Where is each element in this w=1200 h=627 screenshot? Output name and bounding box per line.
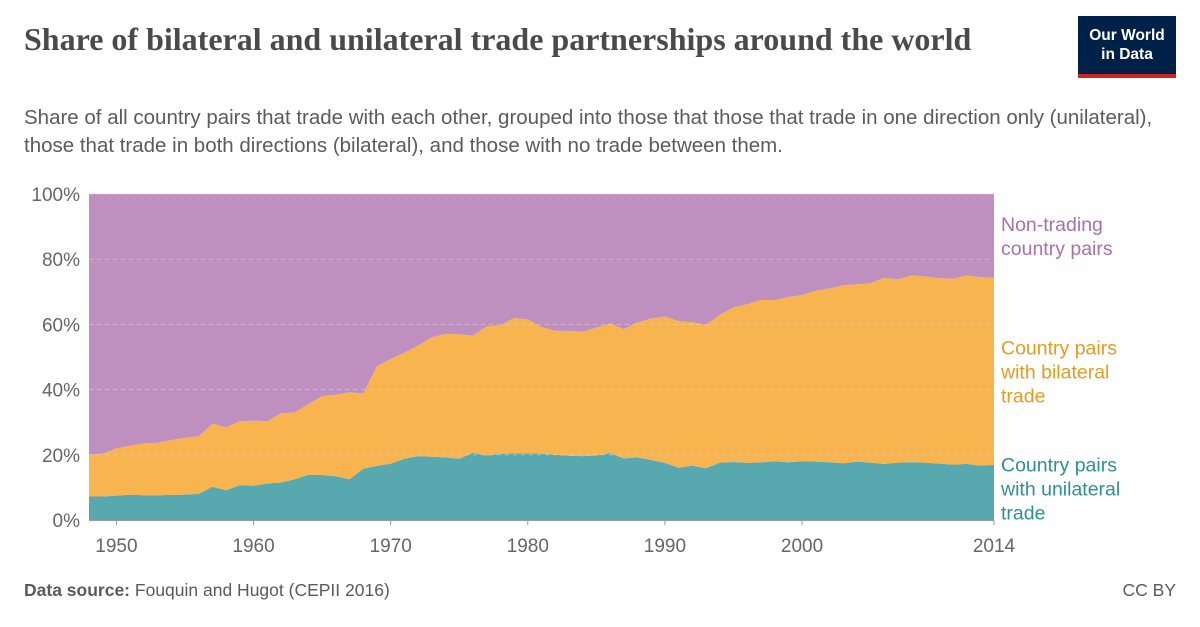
y-tick-label: 100% xyxy=(31,185,80,206)
y-tick-label: 40% xyxy=(42,381,80,402)
x-tick-label: 2000 xyxy=(781,536,823,557)
stacked-area-chart: 1950 1960 1970 1980 1990 2000 2014 0% 20% 40% 60%… xyxy=(31,185,1120,557)
series-label-line: trade xyxy=(1001,385,1045,407)
license-link[interactable]: CC BY xyxy=(1122,580,1176,600)
data-source-label: Data source: xyxy=(24,580,131,600)
area-layer xyxy=(89,194,994,520)
data-source: Data source: Fouquin and Hugot (CEPII 20… xyxy=(24,580,390,601)
y-tick-label: 20% xyxy=(42,446,80,467)
logo-line-2: in Data xyxy=(1101,46,1153,63)
series-label-line: with bilateral xyxy=(1000,361,1109,383)
series-label-line: trade xyxy=(1001,502,1045,524)
series-label-line: country pairs xyxy=(1001,238,1113,260)
y-axis: 0% 20% 40% 60% 80% 100% xyxy=(31,185,80,532)
y-tick-label: 0% xyxy=(53,511,81,532)
series-label-line: with unilateral xyxy=(1000,478,1120,500)
area-series-1[interactable] xyxy=(89,275,994,497)
chart-title: Share of bilateral and unilateral trade … xyxy=(24,21,972,57)
x-tick-label: 1970 xyxy=(370,536,412,557)
series-label-line: Country pairs xyxy=(1001,337,1117,359)
grid-layer xyxy=(89,193,994,456)
owid-logo[interactable]: Our World in Data xyxy=(1078,16,1176,78)
x-axis: 1950 1960 1970 1980 1990 2000 2014 xyxy=(89,520,1016,557)
x-tick-label: 2014 xyxy=(973,536,1016,557)
y-tick-label: 80% xyxy=(42,250,80,271)
series-label-line: Non-trading xyxy=(1001,214,1103,236)
logo-line-1: Our World xyxy=(1089,27,1165,44)
series-label-line: Country pairs xyxy=(1001,454,1117,476)
x-tick-label: 1980 xyxy=(507,536,549,557)
x-tick-label: 1990 xyxy=(644,536,686,557)
chart-subtitle: Share of all country pairs that trade wi… xyxy=(24,106,1153,157)
area-series-0[interactable] xyxy=(89,452,994,520)
x-tick-label: 1960 xyxy=(232,536,274,557)
data-source-text[interactable]: Fouquin and Hugot (CEPII 2016) xyxy=(134,580,390,600)
y-tick-label: 60% xyxy=(42,315,80,336)
x-tick-label: 1950 xyxy=(95,536,137,557)
